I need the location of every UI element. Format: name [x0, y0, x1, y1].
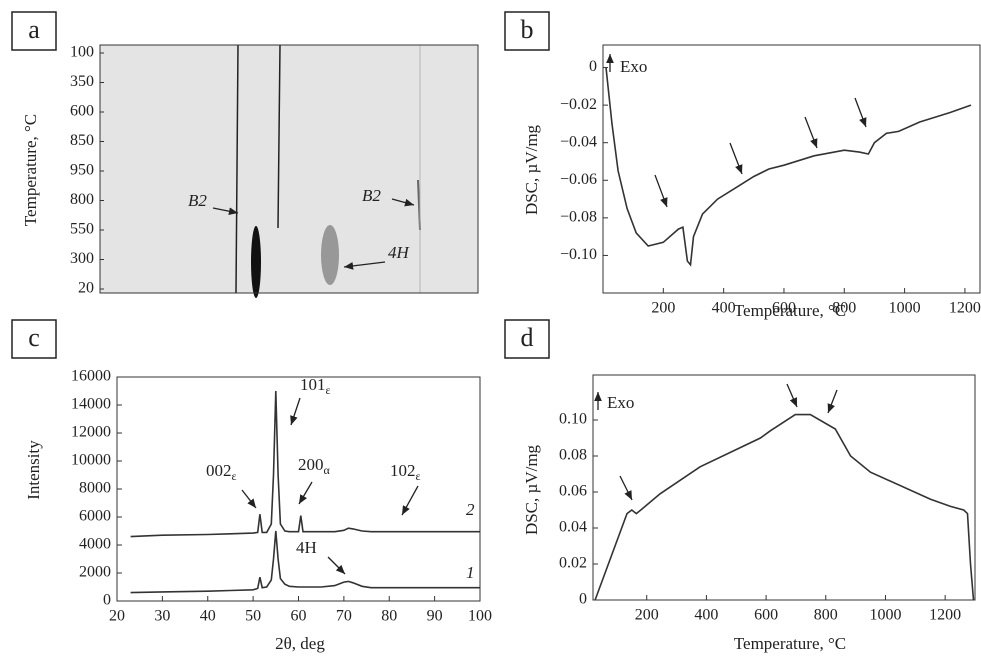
- y-tick-label: 12000: [71, 424, 111, 441]
- x-tick-label: 90: [427, 608, 443, 625]
- y-tick-label: 850: [70, 132, 94, 149]
- y-tick-label: 100: [70, 44, 94, 61]
- y-tick-label: −0.04: [560, 133, 597, 150]
- x-tick-label: 80: [381, 608, 397, 625]
- plot-frame: [116, 376, 481, 602]
- annotation: 002ε: [206, 461, 237, 483]
- panel-letter: d: [521, 323, 534, 352]
- y-tick-label: −0.06: [560, 171, 597, 188]
- x-axis-label: 2θ, deg: [275, 634, 325, 653]
- panel-letter: c: [28, 323, 40, 352]
- xrd-map-image: [100, 44, 478, 298]
- y-tick-label: 20: [78, 280, 94, 297]
- annotation-text: 101: [300, 375, 326, 394]
- x-tick-label: 400: [712, 300, 736, 317]
- series-label: 2: [466, 500, 475, 519]
- data-line: [130, 530, 480, 594]
- y-tick-label: 600: [70, 103, 94, 120]
- x-tick-label: 1200: [929, 607, 961, 624]
- x-tick-label: 70: [336, 608, 352, 625]
- x-tick-label: 1200: [949, 300, 981, 317]
- series-label: 1: [466, 563, 475, 582]
- annotation-subscript: α: [324, 463, 331, 477]
- x-tick-label: 400: [694, 607, 718, 624]
- y-tick-label: 0.04: [559, 519, 587, 536]
- annotation: 101ε: [300, 375, 331, 397]
- y-tick-label: 800: [70, 191, 94, 208]
- annotation-subscript: ε: [416, 469, 421, 483]
- x-tick-label: 800: [814, 607, 838, 624]
- annotation: 200α: [298, 455, 331, 477]
- y-tick-label: 0.02: [559, 555, 587, 572]
- x-tick-label: 1000: [869, 607, 901, 624]
- annotation: B2: [362, 186, 381, 205]
- panel-letter-box: [11, 11, 57, 51]
- panel-letter: b: [521, 15, 534, 44]
- y-tick-label: 10000: [71, 452, 111, 469]
- plot-frame: [99, 44, 479, 294]
- x-axis-label: Temperature, °C: [734, 634, 846, 653]
- y-axis-label: Intensity: [24, 440, 43, 500]
- annotation: Exo: [620, 57, 647, 76]
- x-tick-label: 50: [245, 608, 261, 625]
- y-tick-label: −0.10: [560, 246, 597, 263]
- y-tick-label: −0.02: [560, 96, 597, 113]
- x-tick-label: 20: [109, 608, 125, 625]
- annotation-text: 4H: [296, 538, 317, 557]
- annotation-text: 200: [298, 455, 324, 474]
- annotation: 102ε: [390, 461, 421, 483]
- y-axis-label: DSC, µV/mg: [522, 124, 541, 215]
- x-tick-label: 600: [754, 607, 778, 624]
- x-tick-label: 600: [772, 300, 796, 317]
- y-tick-label: 950: [70, 162, 94, 179]
- annotation: 4H: [296, 538, 317, 557]
- x-tick-label: 200: [651, 300, 675, 317]
- y-tick-label: 0: [589, 58, 597, 75]
- x-tick-label: 100: [468, 608, 492, 625]
- y-axis-label: DSC, µV/mg: [522, 444, 541, 535]
- y-tick-label: 0: [579, 591, 587, 608]
- y-tick-label: 0: [103, 592, 111, 609]
- arrows: [212, 54, 867, 575]
- y-tick-label: 6000: [79, 508, 111, 525]
- annotation: Exo: [607, 393, 634, 412]
- y-tick-label: 2000: [79, 564, 111, 581]
- data-line: [594, 413, 975, 601]
- plot-frame: [592, 374, 976, 601]
- y-axis-label: Temperature, °C: [21, 114, 40, 226]
- plot-frame: [602, 44, 981, 294]
- panel-letter: a: [28, 15, 40, 44]
- x-tick-label: 60: [291, 608, 307, 625]
- data-line: [130, 390, 480, 538]
- y-tick-label: 16000: [71, 368, 111, 385]
- panel-letter-box: [11, 319, 57, 359]
- y-tick-label: 0.08: [559, 447, 587, 464]
- y-tick-label: 0.06: [559, 483, 587, 500]
- annotation: 4H: [388, 243, 411, 262]
- y-tick-label: 300: [70, 250, 94, 267]
- annotation-text: 102: [390, 461, 416, 480]
- y-tick-label: 350: [70, 73, 94, 90]
- x-tick-label: 30: [154, 608, 170, 625]
- y-tick-label: 4000: [79, 536, 111, 553]
- x-tick-label: 800: [832, 300, 856, 317]
- y-tick-label: 8000: [79, 480, 111, 497]
- x-tick-label: 1000: [889, 300, 921, 317]
- annotation-text: 002: [206, 461, 232, 480]
- x-tick-label: 200: [635, 607, 659, 624]
- y-tick-label: 0.10: [559, 411, 587, 428]
- annotation-subscript: ε: [232, 469, 237, 483]
- data-line: [605, 67, 972, 267]
- x-axis-label: Temperature, °C: [734, 301, 846, 320]
- panel-letter-box: [504, 11, 550, 51]
- annotation: B2: [188, 191, 207, 210]
- annotation-subscript: ε: [326, 383, 331, 397]
- y-tick-label: 550: [70, 221, 94, 238]
- x-tick-label: 40: [200, 608, 216, 625]
- y-tick-label: 14000: [71, 396, 111, 413]
- panel-letter-box: [504, 319, 550, 359]
- y-tick-label: −0.08: [560, 209, 597, 226]
